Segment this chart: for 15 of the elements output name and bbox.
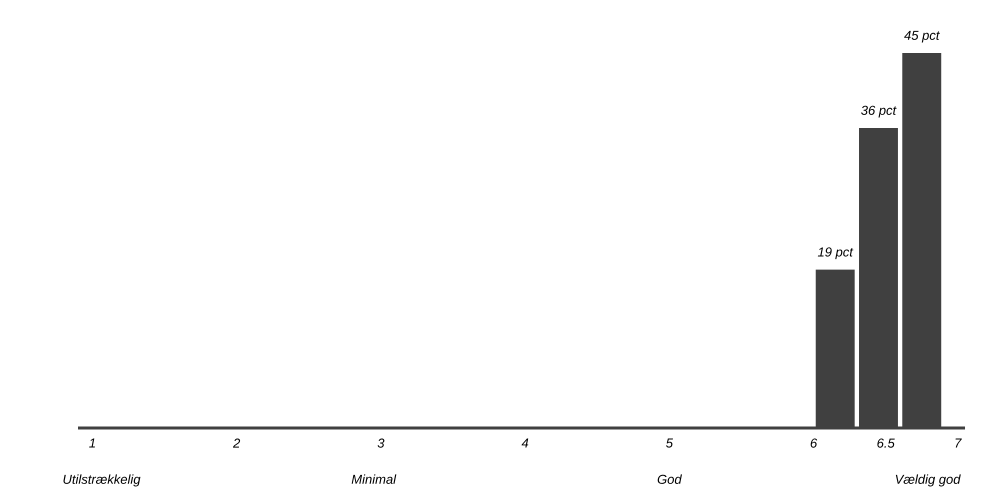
x-tick-label: 3 bbox=[378, 438, 384, 448]
x-tick-label: 1 bbox=[89, 438, 95, 448]
text: God bbox=[658, 474, 682, 484]
data-label: 36 pct bbox=[861, 106, 897, 118]
text: Minimal bbox=[352, 474, 396, 484]
text: Vældig god bbox=[896, 474, 961, 486]
x-tick-label: 6 bbox=[810, 438, 818, 448]
text: Utilstrækkelig bbox=[64, 474, 140, 486]
x-tick-label: 2 bbox=[232, 438, 240, 448]
x-tick-label: 4 bbox=[522, 438, 528, 448]
data-label: 19 pct bbox=[818, 247, 854, 260]
x-tick-label: 5 bbox=[666, 438, 673, 448]
x-tick-label: 7 bbox=[956, 438, 962, 448]
data-label: 45 pct bbox=[904, 30, 940, 42]
x-tick-label: 6.5 bbox=[877, 438, 895, 448]
